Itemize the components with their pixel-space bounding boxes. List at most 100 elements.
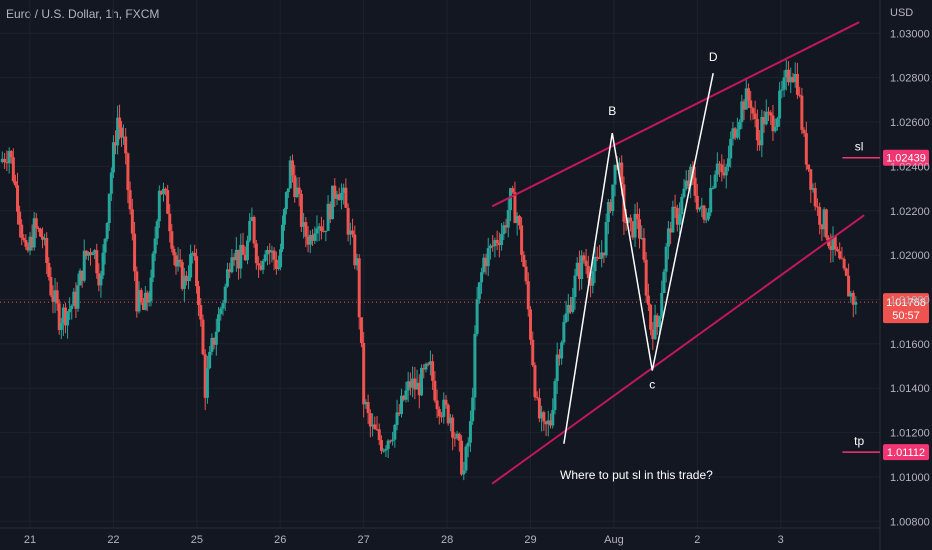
candle-body <box>420 367 424 396</box>
candle-body <box>24 240 28 247</box>
candle <box>573 268 577 310</box>
candle <box>631 221 635 240</box>
candle <box>66 310 70 339</box>
candle <box>460 435 464 476</box>
candle <box>214 318 218 356</box>
candle <box>172 245 176 266</box>
candle <box>3 152 7 169</box>
candle-body <box>417 382 421 396</box>
current-price-badge <box>883 293 929 324</box>
candle <box>540 405 544 432</box>
candle <box>311 229 315 246</box>
candle-body <box>306 236 310 245</box>
candle <box>402 394 406 402</box>
candle <box>351 218 355 238</box>
candle-body <box>180 262 184 289</box>
candle-body <box>319 226 323 231</box>
candle <box>30 224 34 251</box>
time-tick-label: Aug <box>604 534 624 546</box>
price-axis-currency: USD <box>890 7 913 19</box>
current-price-text: 1.01788 <box>886 297 926 309</box>
candle <box>486 237 490 276</box>
candle <box>59 317 63 340</box>
candle-body <box>32 218 36 248</box>
time-tick-label: 26 <box>274 534 286 546</box>
candle-body <box>637 219 641 239</box>
candle-body <box>342 187 346 193</box>
candle-body <box>406 381 410 391</box>
candle <box>178 249 182 268</box>
candle-body <box>9 151 13 158</box>
candle <box>195 248 199 294</box>
candle-body <box>513 192 517 223</box>
candle-body <box>30 236 34 248</box>
candle-body <box>820 224 824 230</box>
candle-body <box>45 238 49 264</box>
candle <box>424 362 428 373</box>
candle <box>502 221 506 240</box>
candle <box>500 223 504 251</box>
candle-body <box>234 249 238 261</box>
time-tick-label: 2 <box>694 534 700 546</box>
candle-body <box>53 290 57 302</box>
candle-body <box>55 290 59 304</box>
candle <box>0 151 4 164</box>
candle <box>9 149 13 164</box>
candle-body <box>228 269 232 273</box>
candle <box>649 303 653 336</box>
candle <box>669 221 673 245</box>
question-note: Where to put sl in this trade? <box>560 468 713 482</box>
candle-body <box>114 142 118 146</box>
candle-body <box>84 250 88 256</box>
candle <box>724 163 728 189</box>
candle-body <box>133 233 137 272</box>
candle-body <box>124 136 128 154</box>
candle-body <box>324 230 328 232</box>
candle <box>813 182 817 211</box>
candle <box>440 412 444 423</box>
candle <box>662 268 666 294</box>
candle <box>557 349 561 366</box>
candle-body <box>789 76 793 83</box>
candle-body <box>824 209 828 238</box>
candle-body <box>500 234 504 246</box>
candle <box>435 389 439 418</box>
candle <box>55 281 59 311</box>
candle-body <box>230 257 234 273</box>
candle-body <box>49 276 53 296</box>
candle-body <box>408 381 412 388</box>
candle-body <box>749 100 753 109</box>
candle <box>698 207 702 212</box>
candle-body <box>693 177 697 196</box>
candle <box>431 354 435 390</box>
candle-body <box>842 258 846 269</box>
candle <box>221 299 225 316</box>
candle <box>820 224 824 241</box>
candle <box>718 160 722 178</box>
time-axis: 21 22 25 26 27 28 29 Aug 2 3 <box>24 534 784 546</box>
candle-body <box>317 226 321 229</box>
candle-body <box>753 113 757 120</box>
candle <box>549 413 553 429</box>
candle <box>835 246 839 253</box>
candle-body <box>851 292 855 305</box>
candle <box>535 391 539 401</box>
candle-body <box>259 265 263 270</box>
candle <box>749 90 753 121</box>
candle-body <box>800 95 804 130</box>
candle <box>212 337 216 350</box>
candle-body <box>128 190 132 210</box>
candle-body <box>413 378 417 390</box>
candle <box>800 88 804 135</box>
candle-body <box>351 230 355 235</box>
candle <box>38 227 42 238</box>
candle <box>143 285 147 311</box>
candle <box>720 154 724 182</box>
candle <box>833 235 837 256</box>
candle <box>584 248 588 275</box>
candle <box>133 221 137 282</box>
candle-body <box>159 190 163 195</box>
candle-body <box>451 417 455 438</box>
candle-body <box>82 250 86 281</box>
